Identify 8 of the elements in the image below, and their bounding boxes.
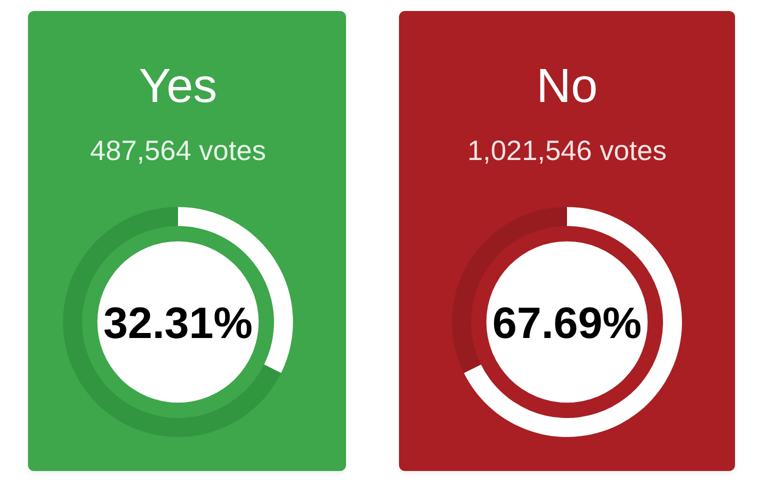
chart-subtitle: 1,021,546 votes	[467, 135, 667, 166]
text: 32.31%	[103, 299, 253, 348]
chart-title: No	[536, 60, 598, 113]
chart-title: Yes	[138, 60, 218, 113]
donut-slice	[464, 207, 682, 437]
text: 67.69%	[492, 299, 642, 348]
chart-subtitle: 487,564 votes	[90, 135, 266, 166]
donut-slice	[63, 207, 282, 437]
